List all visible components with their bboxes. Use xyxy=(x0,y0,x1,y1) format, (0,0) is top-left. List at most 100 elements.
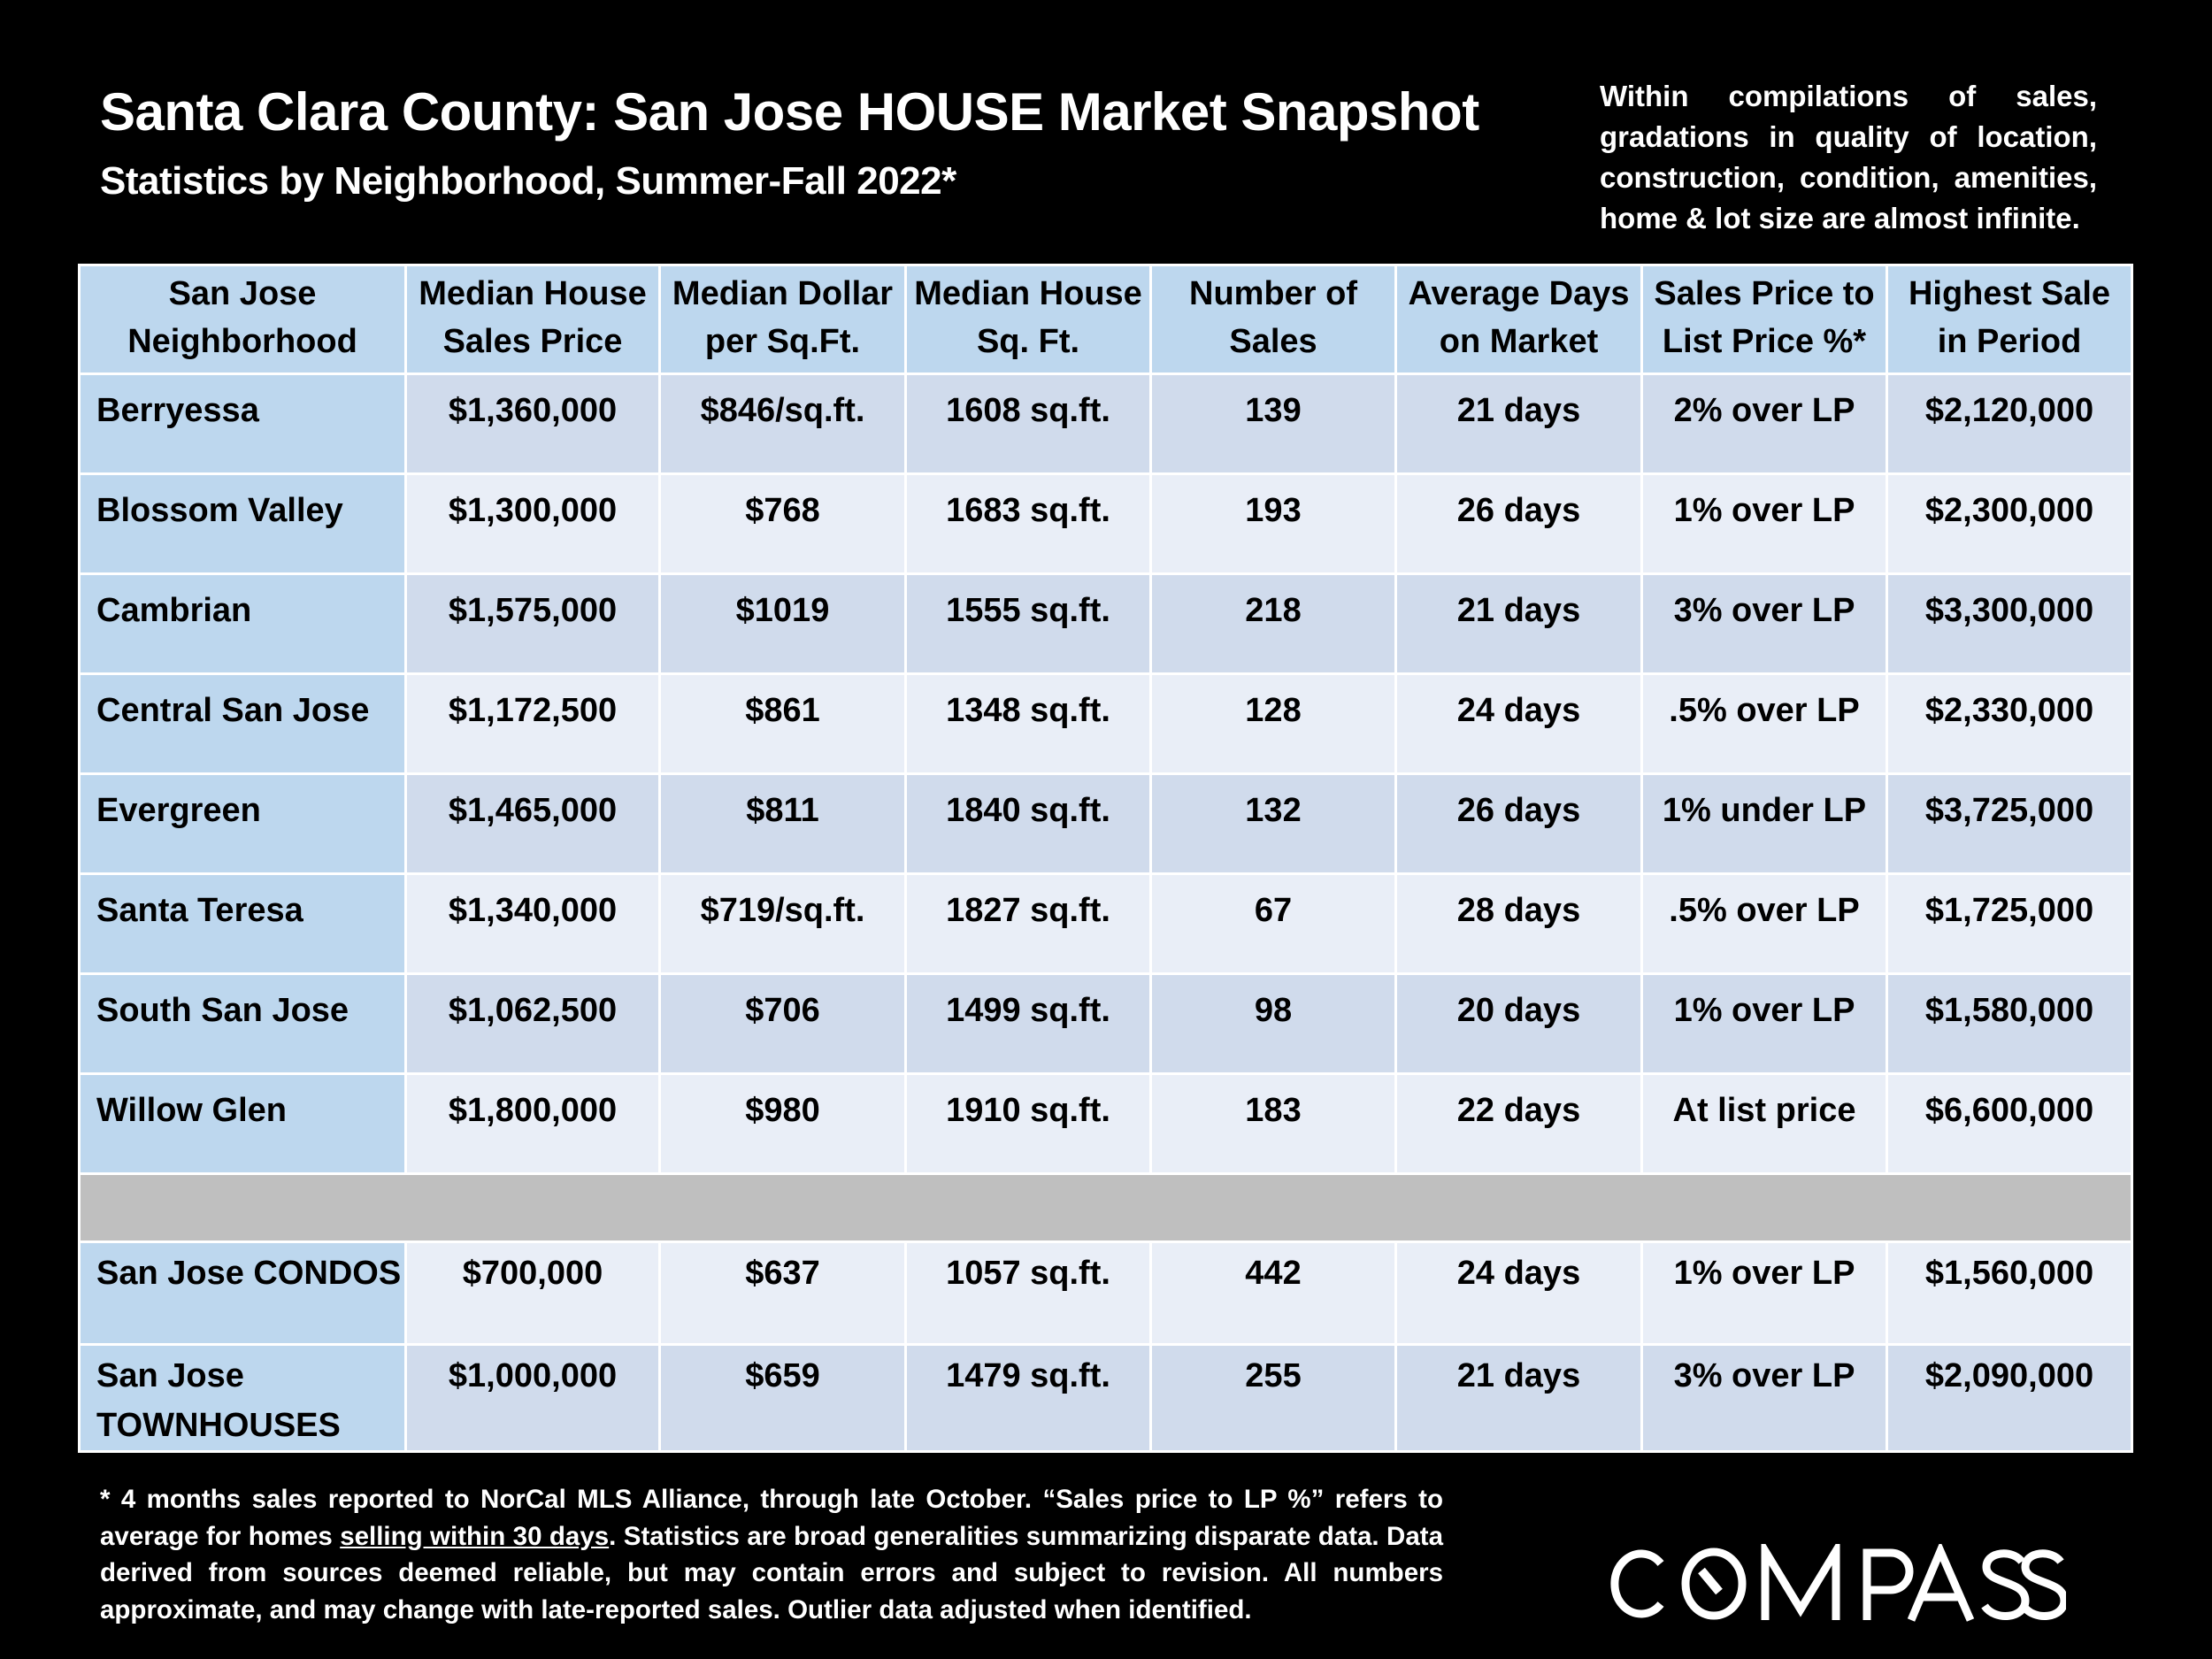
table-cell: $980 xyxy=(658,1072,907,1175)
table-cell: 24 days xyxy=(1394,1240,1643,1346)
table-cell: 128 xyxy=(1149,672,1397,775)
table-cell: 1057 sq.ft. xyxy=(904,1240,1152,1346)
table-header-row: San Jose Neighborhood Median House Sales Pr… xyxy=(78,264,2133,375)
table-cell: $1019 xyxy=(658,572,907,675)
table-cell: 26 days xyxy=(1394,772,1643,875)
neighborhood-name: Cambrian xyxy=(78,572,407,675)
table-cell: $700,000 xyxy=(404,1240,661,1346)
table-cell: $846/sq.ft. xyxy=(658,373,907,475)
neighborhood-name: San Jose CONDOS xyxy=(78,1240,407,1346)
column-header: Sales Price to List Price %* xyxy=(1640,264,1888,375)
table-cell: .5% over LP xyxy=(1640,672,1888,775)
table-cell: $1,580,000 xyxy=(1886,972,2133,1075)
footnote: * 4 months sales reported to NorCal MLS … xyxy=(100,1481,1443,1628)
table-row: San Jose TOWNHOUSES $1,000,000 $659 1479 sq… xyxy=(78,1343,2133,1453)
table-cell: $768 xyxy=(658,472,907,575)
column-header-line: Sales Price xyxy=(442,323,623,360)
table-cell: $2,330,000 xyxy=(1886,672,2133,775)
disclaimer-note: Within compilations of sales, gradations… xyxy=(1600,80,2097,234)
table-cell: $1,340,000 xyxy=(404,872,661,975)
table-cell: $1,560,000 xyxy=(1886,1240,2133,1346)
column-header: Number of Sales xyxy=(1149,264,1397,375)
column-header-line: Median House xyxy=(914,275,1142,312)
neighborhood-name: San Jose TOWNHOUSES xyxy=(78,1343,407,1453)
table-cell: 1% over LP xyxy=(1640,472,1888,575)
table-cell: 98 xyxy=(1149,972,1397,1075)
neighborhood-name: South San Jose xyxy=(78,972,407,1075)
table-cell: $811 xyxy=(658,772,907,875)
column-header: Average Days on Market xyxy=(1394,264,1643,375)
table-cell: .5% over LP xyxy=(1640,872,1888,975)
table-cell: $6,600,000 xyxy=(1886,1072,2133,1175)
neighborhood-name: Blossom Valley xyxy=(78,472,407,575)
neighborhood-name: Santa Teresa xyxy=(78,872,407,975)
table-cell: 1827 sq.ft. xyxy=(904,872,1152,975)
table-cell: 24 days xyxy=(1394,672,1643,775)
column-header-line: in Period xyxy=(1937,323,2082,360)
table-cell: 20 days xyxy=(1394,972,1643,1075)
table-row: South San Jose $1,062,500 $706 1499 sq.ft. 9… xyxy=(78,972,2133,1075)
table-row: Willow Glen $1,800,000 $980 1910 sq.ft. 183 2… xyxy=(78,1072,2133,1175)
table-cell: $706 xyxy=(658,972,907,1075)
column-header-line: Sq. Ft. xyxy=(976,323,1080,360)
table-row: Blossom Valley $1,300,000 $768 1683 sq.ft. 1… xyxy=(78,472,2133,575)
neighborhood-name: Central San Jose xyxy=(78,672,407,775)
table-cell: 1499 sq.ft. xyxy=(904,972,1152,1075)
table-cell: $1,800,000 xyxy=(404,1072,661,1175)
column-header: Highest Sale in Period xyxy=(1886,264,2133,375)
table-cell: $2,300,000 xyxy=(1886,472,2133,575)
table-cell: $3,300,000 xyxy=(1886,572,2133,675)
column-header: San Jose Neighborhood xyxy=(78,264,407,375)
table-cell: 255 xyxy=(1149,1343,1397,1453)
table-cell: $861 xyxy=(658,672,907,775)
table-cell: $1,300,000 xyxy=(404,472,661,575)
table-cell: 2% over LP xyxy=(1640,373,1888,475)
table-cell: 1555 sq.ft. xyxy=(904,572,1152,675)
table-cell: $1,725,000 xyxy=(1886,872,2133,975)
column-header-line: Sales xyxy=(1229,323,1317,360)
column-header-line: List Price %* xyxy=(1662,323,1867,360)
table-cell: At list price xyxy=(1640,1072,1888,1175)
table-cell: 139 xyxy=(1149,373,1397,475)
table-cell: $719/sq.ft. xyxy=(658,872,907,975)
neighborhood-name: Evergreen xyxy=(78,772,407,875)
table-row: Cambrian $1,575,000 $1019 1555 sq.ft. 218 21 … xyxy=(78,572,2133,675)
column-header: Median House Sq. Ft. xyxy=(904,264,1152,375)
column-header-line: on Market xyxy=(1439,323,1599,360)
table-cell: 28 days xyxy=(1394,872,1643,975)
column-header-line: San Jose xyxy=(168,275,317,312)
footnote-text-2: . Statistics are broad generalities summ… xyxy=(100,1521,1443,1624)
table-cell: $3,725,000 xyxy=(1886,772,2133,875)
table-cell: 132 xyxy=(1149,772,1397,875)
table-row: Central San Jose $1,172,500 $861 1348 sq.ft… xyxy=(78,672,2133,775)
column-header-line: Highest Sale xyxy=(1908,275,2111,312)
separator-row xyxy=(78,1172,2133,1243)
footnote-underlined: selling within 30 days xyxy=(340,1521,610,1551)
page-title: Santa Clara County: San Jose HOUSE Marke… xyxy=(100,82,1479,142)
table-row: Evergreen $1,465,000 $811 1840 sq.ft. 132 26 … xyxy=(78,772,2133,875)
table-cell: 183 xyxy=(1149,1072,1397,1175)
table-cell: 193 xyxy=(1149,472,1397,575)
table-cell: 1% over LP xyxy=(1640,1240,1888,1346)
page-subtitle: Statistics by Neighborhood, Summer-Fall … xyxy=(100,159,956,203)
footnote-text: * 4 months sales reported to NorCal MLS … xyxy=(100,1485,1443,1551)
table-cell: 21 days xyxy=(1394,373,1643,475)
neighborhood-name: Willow Glen xyxy=(78,1072,407,1175)
column-header-line: per Sq.Ft. xyxy=(704,323,861,360)
column-header-line: Median Dollar xyxy=(672,275,894,312)
compass-logo xyxy=(1610,1544,2066,1622)
table-row: Santa Teresa $1,340,000 $719/sq.ft. 1827 sq… xyxy=(78,872,2133,975)
column-header: Median Dollar per Sq.Ft. xyxy=(658,264,907,375)
table-cell: 1608 sq.ft. xyxy=(904,373,1152,475)
table-cell: 1348 sq.ft. xyxy=(904,672,1152,775)
table-cell: $637 xyxy=(658,1240,907,1346)
table-cell: 1% over LP xyxy=(1640,972,1888,1075)
table-cell: 67 xyxy=(1149,872,1397,975)
table-cell: 442 xyxy=(1149,1240,1397,1346)
table-cell: 21 days xyxy=(1394,1343,1643,1453)
neighborhood-stats-table: San Jose Neighborhood Median House Sales Pr… xyxy=(78,264,2133,1453)
table-cell: 22 days xyxy=(1394,1072,1643,1175)
table-cell: $2,120,000 xyxy=(1886,373,2133,475)
neighborhood-name: Berryessa xyxy=(78,373,407,475)
column-header: Median House Sales Price xyxy=(404,264,661,375)
